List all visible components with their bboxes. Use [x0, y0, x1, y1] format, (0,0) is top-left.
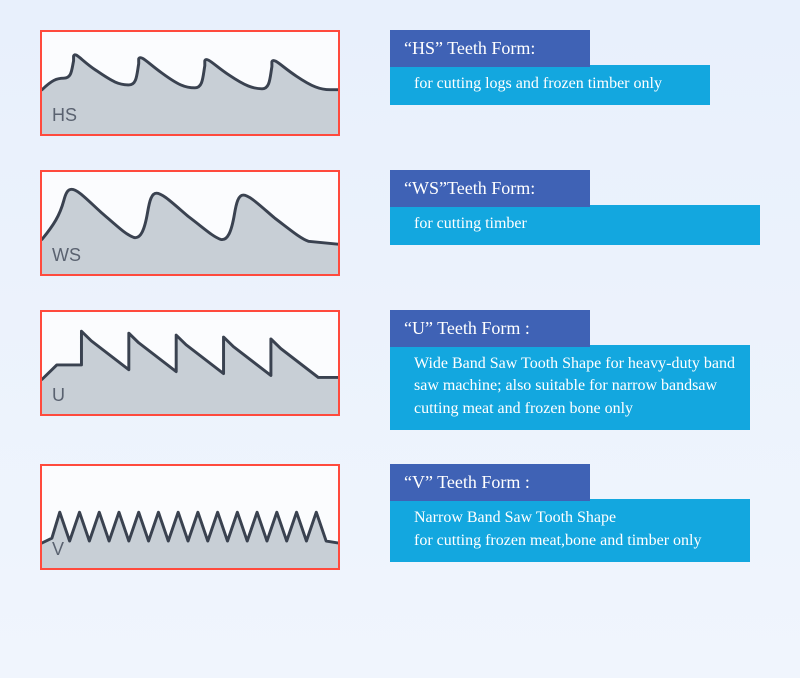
description-column: “HS” Teeth Form:for cutting logs and fro…: [390, 30, 760, 105]
blade-diagram-box: U: [40, 310, 340, 416]
teeth-form-row: WS “WS”Teeth Form:for cutting timber: [40, 170, 760, 276]
teeth-form-title: “WS”Teeth Form:: [390, 170, 590, 207]
teeth-form-title: “V” Teeth Form :: [390, 464, 590, 501]
teeth-form-description: Narrow Band Saw Tooth Shapefor cutting f…: [390, 499, 750, 562]
teeth-form-description: for cutting timber: [390, 205, 760, 245]
teeth-form-description: for cutting logs and frozen timber only: [390, 65, 710, 105]
teeth-form-row: U “U” Teeth Form :Wide Band Saw Tooth Sha…: [40, 310, 760, 430]
blade-diagram-box: HS: [40, 30, 340, 136]
blade-type-label: WS: [52, 245, 81, 266]
teeth-form-description: Wide Band Saw Tooth Shape for heavy-duty…: [390, 345, 750, 430]
blade-type-label: HS: [52, 105, 77, 126]
blade-svg: [42, 466, 338, 568]
description-column: “V” Teeth Form :Narrow Band Saw Tooth Sh…: [390, 464, 760, 562]
description-column: “U” Teeth Form :Wide Band Saw Tooth Shap…: [390, 310, 760, 430]
description-column: “WS”Teeth Form:for cutting timber: [390, 170, 760, 245]
blade-svg: [42, 312, 338, 414]
teeth-form-row: V “V” Teeth Form :Narrow Band Saw Tooth S…: [40, 464, 760, 570]
blade-svg: [42, 32, 338, 134]
teeth-form-row: HS “HS” Teeth Form:for cutting logs and f…: [40, 30, 760, 136]
blade-diagram-box: V: [40, 464, 340, 570]
blade-type-label: V: [52, 539, 64, 560]
blade-type-label: U: [52, 385, 65, 406]
blade-diagram-box: WS: [40, 170, 340, 276]
teeth-form-title: “U” Teeth Form :: [390, 310, 590, 347]
teeth-form-title: “HS” Teeth Form:: [390, 30, 590, 67]
blade-svg: [42, 172, 338, 274]
